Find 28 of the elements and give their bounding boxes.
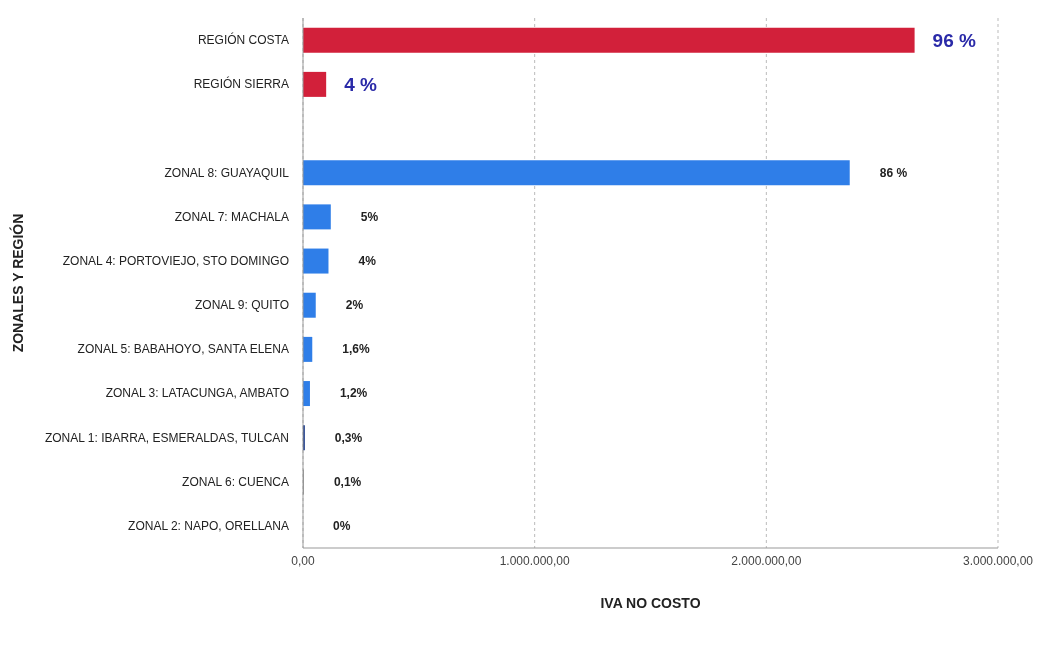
annotation: 0,1% <box>333 474 362 489</box>
y-tick-label: ZONAL 5: BABAHOYO, SANTA ELENA <box>77 342 289 357</box>
annotation: 4 % <box>344 73 378 95</box>
x-axis-title: IVA NO COSTO <box>600 595 701 611</box>
y-tick-label: ZONAL 3: LATACUNGA, AMBATO <box>105 386 289 401</box>
y-axis-title: ZONALES Y REGIÓN <box>8 213 26 353</box>
annotation: 4% <box>358 253 377 268</box>
y-tick-label: ZONAL 6: CUENCA <box>182 474 289 489</box>
y-tick-label: ZONAL 2: NAPO, ORELLANA <box>128 518 289 533</box>
x-tick-label: 0,00 <box>291 553 315 568</box>
y-tick-label: ZONAL 8: GUAYAQUIL <box>164 165 290 180</box>
annotation: 1,6% <box>342 342 370 357</box>
annotation: 2% <box>345 298 364 313</box>
annotation: 0% <box>333 518 351 533</box>
annotation: 86 % <box>879 165 908 180</box>
y-tick-label: ZONAL 1: IBARRA, ESMERALDAS, TULCAN <box>44 430 289 445</box>
x-tick-label: 3.000.000,00 <box>962 553 1034 568</box>
annotation: 5% <box>360 209 379 224</box>
y-tick-label: REGIÓN COSTA <box>197 32 289 48</box>
annotation: 1,2% <box>339 386 368 401</box>
x-tick-label: 2.000.000,00 <box>731 553 802 568</box>
y-tick-label: REGIÓN SIERRA <box>193 76 289 92</box>
y-tick-label: ZONAL 9: QUITO <box>194 298 289 313</box>
y-tick-label: ZONAL 4: PORTOVIEJO, STO DOMINGO <box>62 253 289 268</box>
annotation: 96 % <box>932 29 977 51</box>
y-tick-label: ZONAL 7: MACHALA <box>174 209 289 224</box>
annotation: 0,3% <box>334 430 363 445</box>
x-tick-label: 1.000.000,00 <box>499 553 571 568</box>
